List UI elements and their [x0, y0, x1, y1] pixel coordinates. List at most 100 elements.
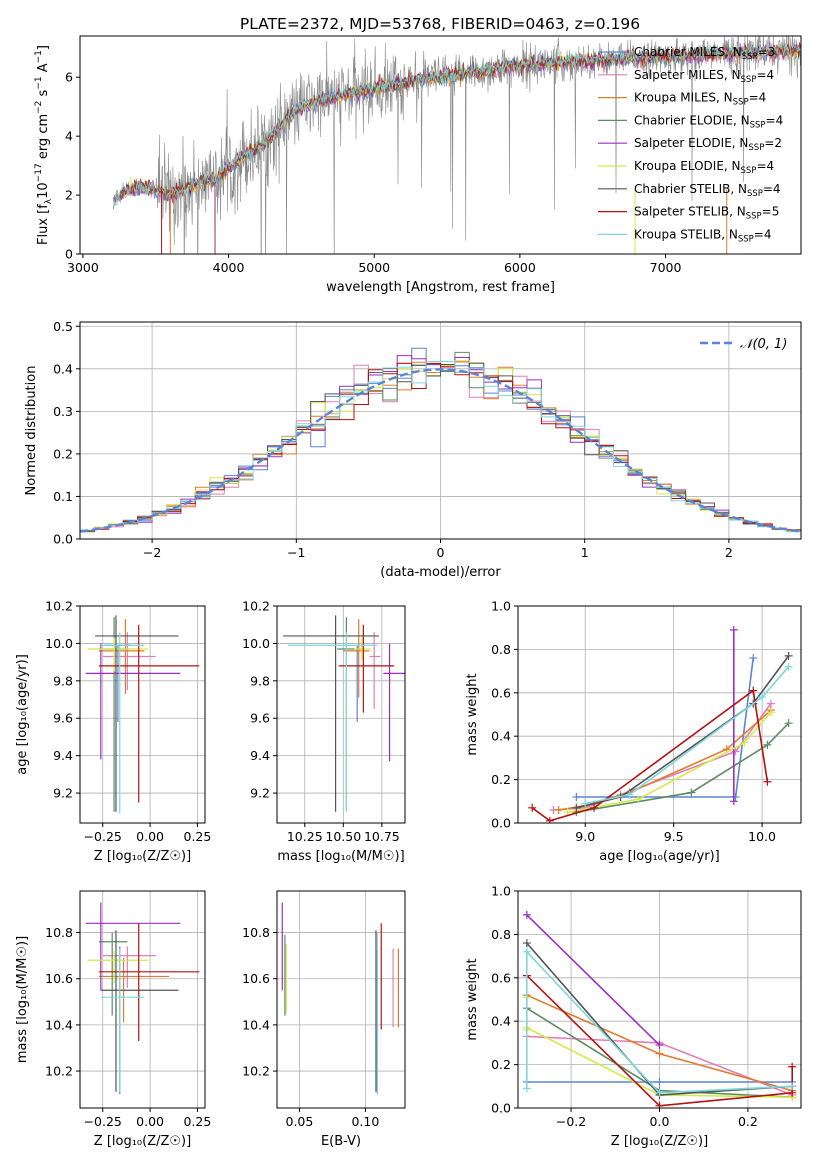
weight-point-marker — [749, 686, 758, 695]
x-tick-label: 3000 — [67, 260, 99, 275]
weight-point-marker — [749, 654, 758, 663]
x-tick-label: 0 — [437, 545, 445, 560]
x-tick-label: 0.00 — [136, 829, 164, 844]
weight-point-marker — [655, 1088, 664, 1097]
x-tick-label: 0.2 — [738, 1114, 758, 1129]
weight-point-marker — [758, 693, 767, 702]
weight-point-marker — [740, 738, 749, 747]
y-tick-label: 10.0 — [45, 636, 73, 651]
weight-series-line — [585, 666, 790, 805]
mass_vs_Z-grid — [80, 891, 205, 1108]
weight-point-marker — [766, 708, 775, 717]
y-tick-label: 9.6 — [53, 711, 73, 726]
y-tick-label: 10.2 — [45, 1064, 73, 1079]
error-bar — [98, 619, 145, 694]
weight-point-marker — [784, 651, 793, 660]
weight-point-marker — [545, 816, 554, 823]
y-tick-label: 0.3 — [53, 404, 73, 419]
legend-entry: 𝒩(0, 1) — [740, 337, 787, 352]
weight-series-line — [576, 722, 790, 813]
legend-entry: Salpeter MILES, NSSP=4 — [634, 68, 774, 85]
weight-point-marker — [763, 777, 772, 786]
weight-point-marker — [554, 805, 563, 814]
legend-entry: Chabrier STELIB, NSSP=4 — [634, 182, 781, 199]
spectrum-frame — [79, 35, 802, 255]
age_vs_Z-plot — [85, 615, 200, 814]
model-spectrum-kroupa-stelib — [113, 42, 801, 207]
y-axis-label: mass weight — [465, 673, 480, 755]
y-tick-label: 9.6 — [250, 711, 270, 726]
weight-point-marker — [655, 1049, 664, 1058]
weight-point-marker — [634, 795, 643, 804]
weight-point-marker — [522, 910, 531, 919]
y-tick-label: 10.6 — [45, 971, 73, 986]
y-tick-label: 9.4 — [53, 748, 73, 763]
mass_vs_Z-frame — [79, 890, 206, 1109]
x-tick-label: 2 — [725, 545, 733, 560]
y-tick-label: 10.0 — [242, 636, 270, 651]
weight-point-marker — [729, 625, 738, 634]
y-tick-label: 0.5 — [53, 319, 73, 334]
weight_vs_age-frame — [517, 605, 802, 824]
residual-histogram-kroupa-stelib — [80, 361, 801, 533]
x-tick-label: 4000 — [213, 260, 245, 275]
age_vs_mass-frame — [276, 605, 406, 824]
legend-entry: Salpeter STELIB, NSSP=5 — [634, 205, 779, 222]
error-bar — [100, 948, 145, 1092]
x-tick-label: −0.2 — [556, 1114, 586, 1129]
error-bar — [87, 951, 149, 984]
y-tick-label: 0.6 — [491, 685, 511, 700]
weight-point-marker — [581, 799, 590, 808]
x-tick-label: 0.00 — [136, 1114, 164, 1129]
mass_vs_EBV-grid — [277, 891, 405, 1108]
age_vs_Z-panel: −0.25 0.00 0.25 9.2 9.4 9.6 9.8 10.0 10.2 Z [log₁… — [15, 599, 211, 865]
age_vs_Z-grid — [80, 605, 205, 823]
x-tick-label: 0.25 — [184, 829, 212, 844]
weight-point-marker — [572, 803, 581, 812]
residuals-plot — [80, 347, 801, 533]
mass_vs_Z-panel: −0.25 0.00 0.25 10.2 10.4 10.6 10.8 Z [log₁₀(Z/… — [15, 890, 212, 1149]
y-tick-label: 1.0 — [491, 599, 511, 614]
weight-series-line — [558, 709, 772, 811]
age_vs_mass-panel: 10.25 10.50 10.75 9.2 9.4 9.6 9.8 10.0 10.2 mass … — [242, 599, 406, 864]
x-tick-label: 10.50 — [325, 829, 361, 844]
error-bar — [85, 902, 181, 991]
x-tick-label: 0.0 — [650, 1114, 670, 1129]
weight-point-marker — [788, 1062, 797, 1071]
y-tick-label: 0.8 — [491, 642, 511, 657]
x-tick-label: 9.0 — [575, 829, 595, 844]
x-tick-label: 0.25 — [184, 1114, 212, 1129]
normal-curve — [80, 368, 801, 533]
error-bar — [287, 632, 378, 812]
weight-point-marker — [655, 1077, 664, 1086]
y-tick-label: 0 — [65, 247, 73, 262]
error-bar — [85, 643, 181, 760]
y-tick-label: 10.4 — [45, 1017, 73, 1032]
error-bar — [100, 930, 179, 1092]
weight_vs_Z-plot — [522, 910, 797, 1108]
y-tick-label: 10.8 — [45, 925, 73, 940]
x-tick-label: −0.25 — [84, 1114, 122, 1129]
error-bar — [354, 637, 372, 661]
weight-point-marker — [763, 740, 772, 749]
weight-point-marker — [572, 792, 581, 801]
x-tick-label: 9.5 — [664, 829, 684, 844]
mass_vs_Z-plot — [85, 902, 200, 1095]
weight_vs_Z-grid — [518, 890, 801, 1109]
mass_vs_EBV-frame — [276, 890, 406, 1109]
x-axis-label: mass [log₁₀(M/M☉)] — [277, 849, 404, 864]
x-axis-label: Z [log₁₀(Z/Z☉)] — [94, 849, 191, 864]
y-tick-label: 10.2 — [242, 599, 270, 614]
weight_vs_age-panel: 9.0 9.5 10.0 0.0 0.2 0.4 0.6 0.8 1.0 age [log₁₀(a… — [465, 599, 802, 864]
age_vs_Z-frame — [79, 605, 206, 824]
weight-series-line — [526, 949, 793, 1094]
age_vs_mass-plot — [283, 615, 405, 812]
spectrum-panel: 3000 4000 5000 6000 7000 0 2 4 6 wavelength [Angs… — [34, 35, 802, 295]
weight-point-marker — [522, 947, 531, 956]
error-bar — [343, 619, 370, 698]
y-tick-label: 6 — [65, 70, 73, 85]
x-tick-label: 1 — [581, 545, 589, 560]
error-bar — [102, 632, 156, 691]
legend-entry: Chabrier ELODIE, NSSP=4 — [634, 113, 783, 130]
error-bar — [100, 632, 145, 814]
